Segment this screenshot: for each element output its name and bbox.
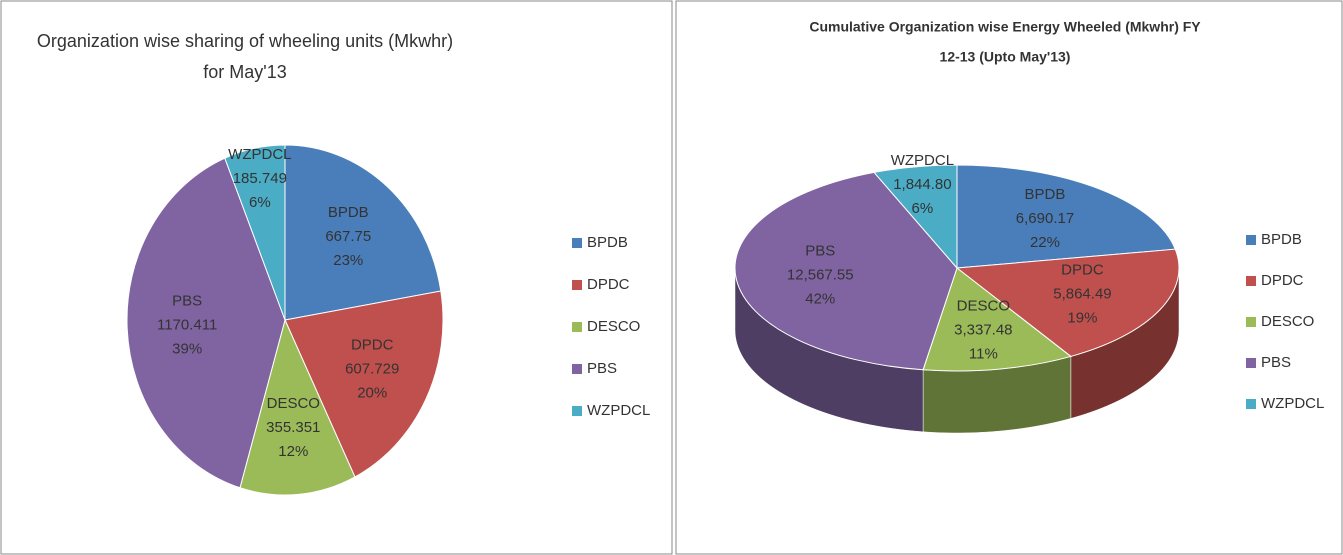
legend-label: BPDB	[587, 234, 628, 251]
legend-swatch	[572, 280, 582, 290]
data-label: 3,337.48	[954, 322, 1012, 339]
slice	[956, 164, 1176, 269]
data-label: 42%	[805, 290, 835, 307]
slice	[284, 290, 444, 478]
slice	[955, 248, 1180, 357]
data-label: 20%	[357, 384, 387, 401]
data-label: 39%	[172, 340, 202, 357]
data-label: 5,864.49	[1053, 285, 1111, 302]
legend-label: DESCO	[1261, 313, 1314, 330]
data-label: 23%	[333, 252, 363, 269]
data-label: DPDC	[351, 336, 394, 353]
legend-swatch	[1246, 399, 1256, 409]
chart-title: Organization wise sharing of wheeling un…	[37, 31, 453, 51]
legend-swatch	[572, 406, 582, 416]
slice	[284, 144, 442, 321]
legend-label: DPDC	[587, 276, 630, 293]
chart-title: for May'13	[203, 62, 286, 82]
data-label: BPDB	[328, 204, 369, 221]
data-label: PBS	[172, 292, 202, 309]
slice	[734, 171, 958, 371]
data-label: PBS	[805, 242, 835, 259]
data-label: BPDB	[1025, 186, 1066, 203]
legend-swatch	[1246, 358, 1256, 368]
chart-title: 12-13 (Upto May'13)	[940, 49, 1071, 65]
data-label: WZPDCL	[228, 146, 291, 163]
data-label: 12%	[278, 443, 308, 460]
legend-label: DPDC	[1261, 272, 1304, 289]
data-label: DESCO	[957, 298, 1010, 315]
data-label: 11%	[969, 346, 998, 363]
data-label: DPDC	[1061, 261, 1104, 278]
data-label: WZPDCL	[891, 152, 954, 169]
data-label: 22%	[1030, 234, 1060, 251]
data-label: 6,690.17	[1016, 210, 1074, 227]
data-label: 185.749	[233, 170, 287, 187]
slice	[224, 144, 286, 321]
slice	[922, 267, 1072, 372]
legend-swatch	[572, 322, 582, 332]
legend-label: PBS	[1261, 354, 1291, 371]
data-label: 1,844.80	[893, 176, 951, 193]
data-label: 667.75	[325, 228, 371, 245]
data-label: 607.729	[345, 360, 399, 377]
chart-title: Cumulative Organization wise Energy Whee…	[809, 19, 1201, 35]
data-label: DESCO	[267, 395, 320, 412]
data-label: 6%	[249, 194, 271, 211]
legend-swatch	[1246, 235, 1256, 245]
data-label: 19%	[1067, 309, 1097, 326]
slice	[239, 318, 356, 496]
data-label: 12,567.55	[787, 266, 854, 283]
legend-label: WZPDCL	[1261, 395, 1324, 412]
legend-label: WZPDCL	[587, 402, 650, 419]
legend-swatch	[1246, 317, 1256, 327]
slice	[126, 157, 286, 489]
legend-label: DESCO	[587, 318, 640, 335]
slice	[873, 164, 958, 270]
legend-label: PBS	[587, 360, 617, 377]
legend-swatch	[1246, 276, 1256, 286]
legend-label: BPDB	[1261, 231, 1302, 248]
legend-swatch	[572, 364, 582, 374]
data-label: 1170.411	[157, 316, 217, 333]
data-label: 355.351	[266, 419, 320, 436]
legend-swatch	[572, 238, 582, 248]
data-label: 6%	[912, 200, 934, 217]
